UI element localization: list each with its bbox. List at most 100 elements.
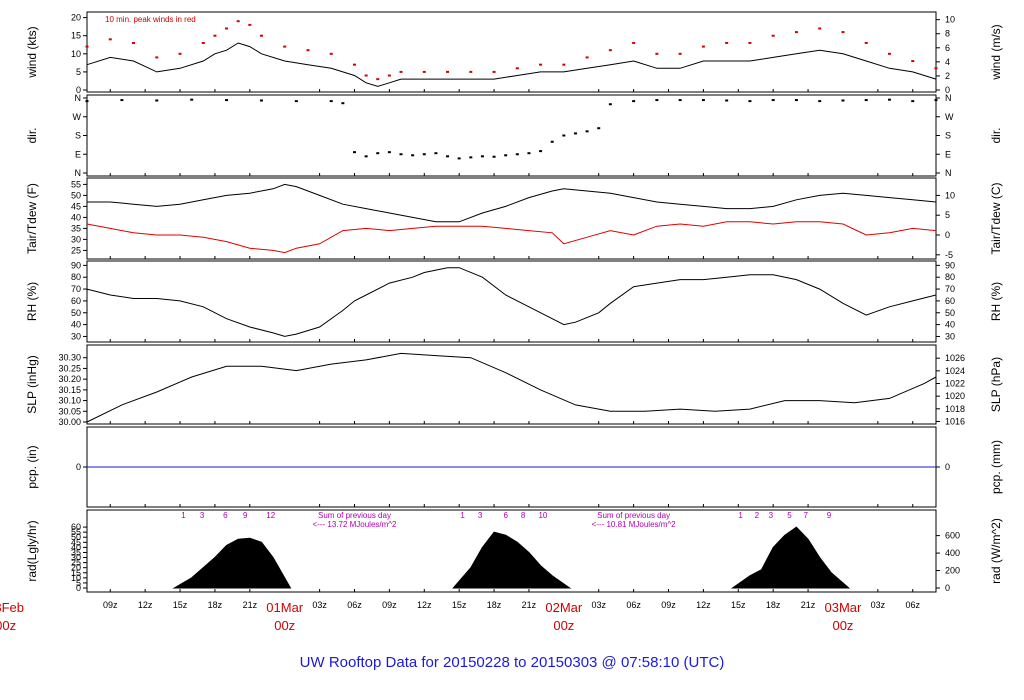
dir-data-point (585, 130, 589, 133)
temp-series-tdew (86, 221, 937, 254)
dir-ytick-right-label: W (945, 112, 954, 122)
xtick-label: 03z (591, 600, 606, 610)
rad-series-0 (172, 526, 851, 589)
wind-data-point (376, 78, 380, 81)
wind-data-point (864, 41, 868, 44)
dir-data-point (632, 100, 636, 103)
dir-data-point (422, 153, 426, 156)
rad-ytick-label: 10 (71, 573, 81, 583)
slp-ytick-right-label: 1024 (945, 366, 965, 376)
dir-data-point (887, 98, 891, 101)
rad-sum-note-line1: Sum of previous day (597, 511, 670, 520)
slp-ytick-label: 30.30 (58, 353, 81, 363)
wind-annotation: 10 min. peak winds in red (105, 15, 196, 24)
xtick-label: 21z (801, 600, 816, 610)
dir-data-point (364, 155, 368, 158)
rh-series-0 (86, 267, 937, 337)
slp-ytick-right-label: 1026 (945, 353, 965, 363)
slp-ytick-label: 30.20 (58, 374, 81, 384)
wind-data-point (85, 45, 89, 48)
wind-data-point (725, 41, 729, 44)
dir-data-point (608, 103, 612, 106)
rad-hour-label: 9 (827, 511, 832, 520)
wind-series-0 (86, 42, 937, 87)
dir-data-point (725, 99, 729, 102)
rh-ytick-label: 40 (71, 320, 81, 330)
rad-ytick-label: 50 (71, 532, 81, 542)
wind-data-point (585, 56, 589, 59)
temp-ytick-label: 30 (71, 234, 81, 244)
dir-data-point (818, 100, 822, 103)
dir-data-point (411, 154, 415, 157)
wind-data-point (841, 31, 845, 34)
wind-series-1 (85, 20, 938, 81)
wind-data-point (155, 56, 159, 59)
rad-hour-label: 3 (478, 511, 483, 520)
day-label-time: 00z (274, 618, 295, 633)
temp-ytick-label: 35 (71, 223, 81, 233)
dir-data-point (748, 100, 752, 103)
dir-ytick-right-label: E (945, 149, 951, 159)
dir-ytick-right-label: S (945, 131, 951, 141)
slp-frame (86, 344, 937, 425)
slp-ylabel: SLP (inHg) (25, 355, 39, 413)
rh-ytick-right-label: 30 (945, 331, 955, 341)
xtick-label: 09z (661, 600, 676, 610)
xtick-label: 09z (382, 600, 397, 610)
wind-data-point (352, 63, 356, 66)
wind-data-point (178, 52, 182, 55)
rad-ytick-label: 30 (71, 553, 81, 563)
rad-ytick-label: 5 (76, 578, 81, 588)
wind-data-point (771, 34, 775, 37)
rh-ytick-label: 50 (71, 308, 81, 318)
dir-data-point (480, 155, 484, 158)
chart-title: UW Rooftop Data for 20150228 to 20150303… (300, 654, 725, 671)
dir-data-point (85, 100, 89, 103)
temp-series-tair (87, 183, 937, 223)
wind-data-point (608, 49, 612, 52)
dir-data-point (155, 99, 159, 102)
rad-hour-label: 3 (200, 511, 205, 520)
dir-data-point (352, 151, 356, 154)
wind-data-point (259, 34, 263, 37)
xtick-label: 15z (731, 600, 746, 610)
dir-data-point (504, 154, 508, 157)
wind-ylabel-right: wind (m/s) (989, 24, 1003, 80)
panel-wind: 0 5 10 15 20 0 2 4 6 8 10 wind (kts) wind (m/s) 10 mi… (25, 11, 1003, 95)
rad-hour-label: 10 (538, 511, 547, 520)
wind-data-point (539, 63, 543, 66)
rad-ytick-label: 40 (71, 542, 81, 552)
pcp-ylabel-right: pcp. (mm) (989, 440, 1003, 494)
wind-frame (86, 11, 937, 93)
dir-data-point (573, 132, 577, 135)
wind-ytick-label: 10 (71, 49, 81, 59)
xtick-label: 06z (905, 600, 920, 610)
rh-ytick-label: 60 (71, 296, 81, 306)
rh-ytick-right-label: 70 (945, 284, 955, 294)
rh-frame (86, 260, 937, 343)
day-label-date: 28Feb (0, 600, 24, 615)
panel-pcp: 0 0 pcp. (in) pcp. (mm) (25, 426, 1003, 508)
slp-ytick-label: 30.25 (58, 363, 81, 373)
dir-data-point (294, 100, 298, 103)
dir-frame (86, 94, 937, 177)
wind-data-point (225, 27, 229, 30)
wind-ylabel: wind (kts) (25, 26, 39, 78)
xtick-label: 18z (766, 600, 781, 610)
wind-ytick-label: 0 (76, 85, 81, 95)
dir-ytick-label: N (75, 93, 82, 103)
dir-data-point (864, 99, 868, 102)
dir-data-point (259, 99, 263, 102)
dir-series-0 (85, 98, 938, 160)
dir-data-point (387, 151, 391, 154)
wind-data-point (562, 63, 566, 66)
dir-ytick-right-label: N (945, 93, 952, 103)
wind-data-point (108, 38, 112, 41)
dir-data-point (550, 140, 554, 143)
rad-sum-note-line2: <--- 10.81 MJoules/m^2 (592, 520, 677, 529)
xtick-label: 12z (417, 600, 432, 610)
temp-ytick-label: 40 (71, 212, 81, 222)
temp-ytick-label: 50 (71, 190, 81, 200)
rh-ytick-right-label: 80 (945, 272, 955, 282)
